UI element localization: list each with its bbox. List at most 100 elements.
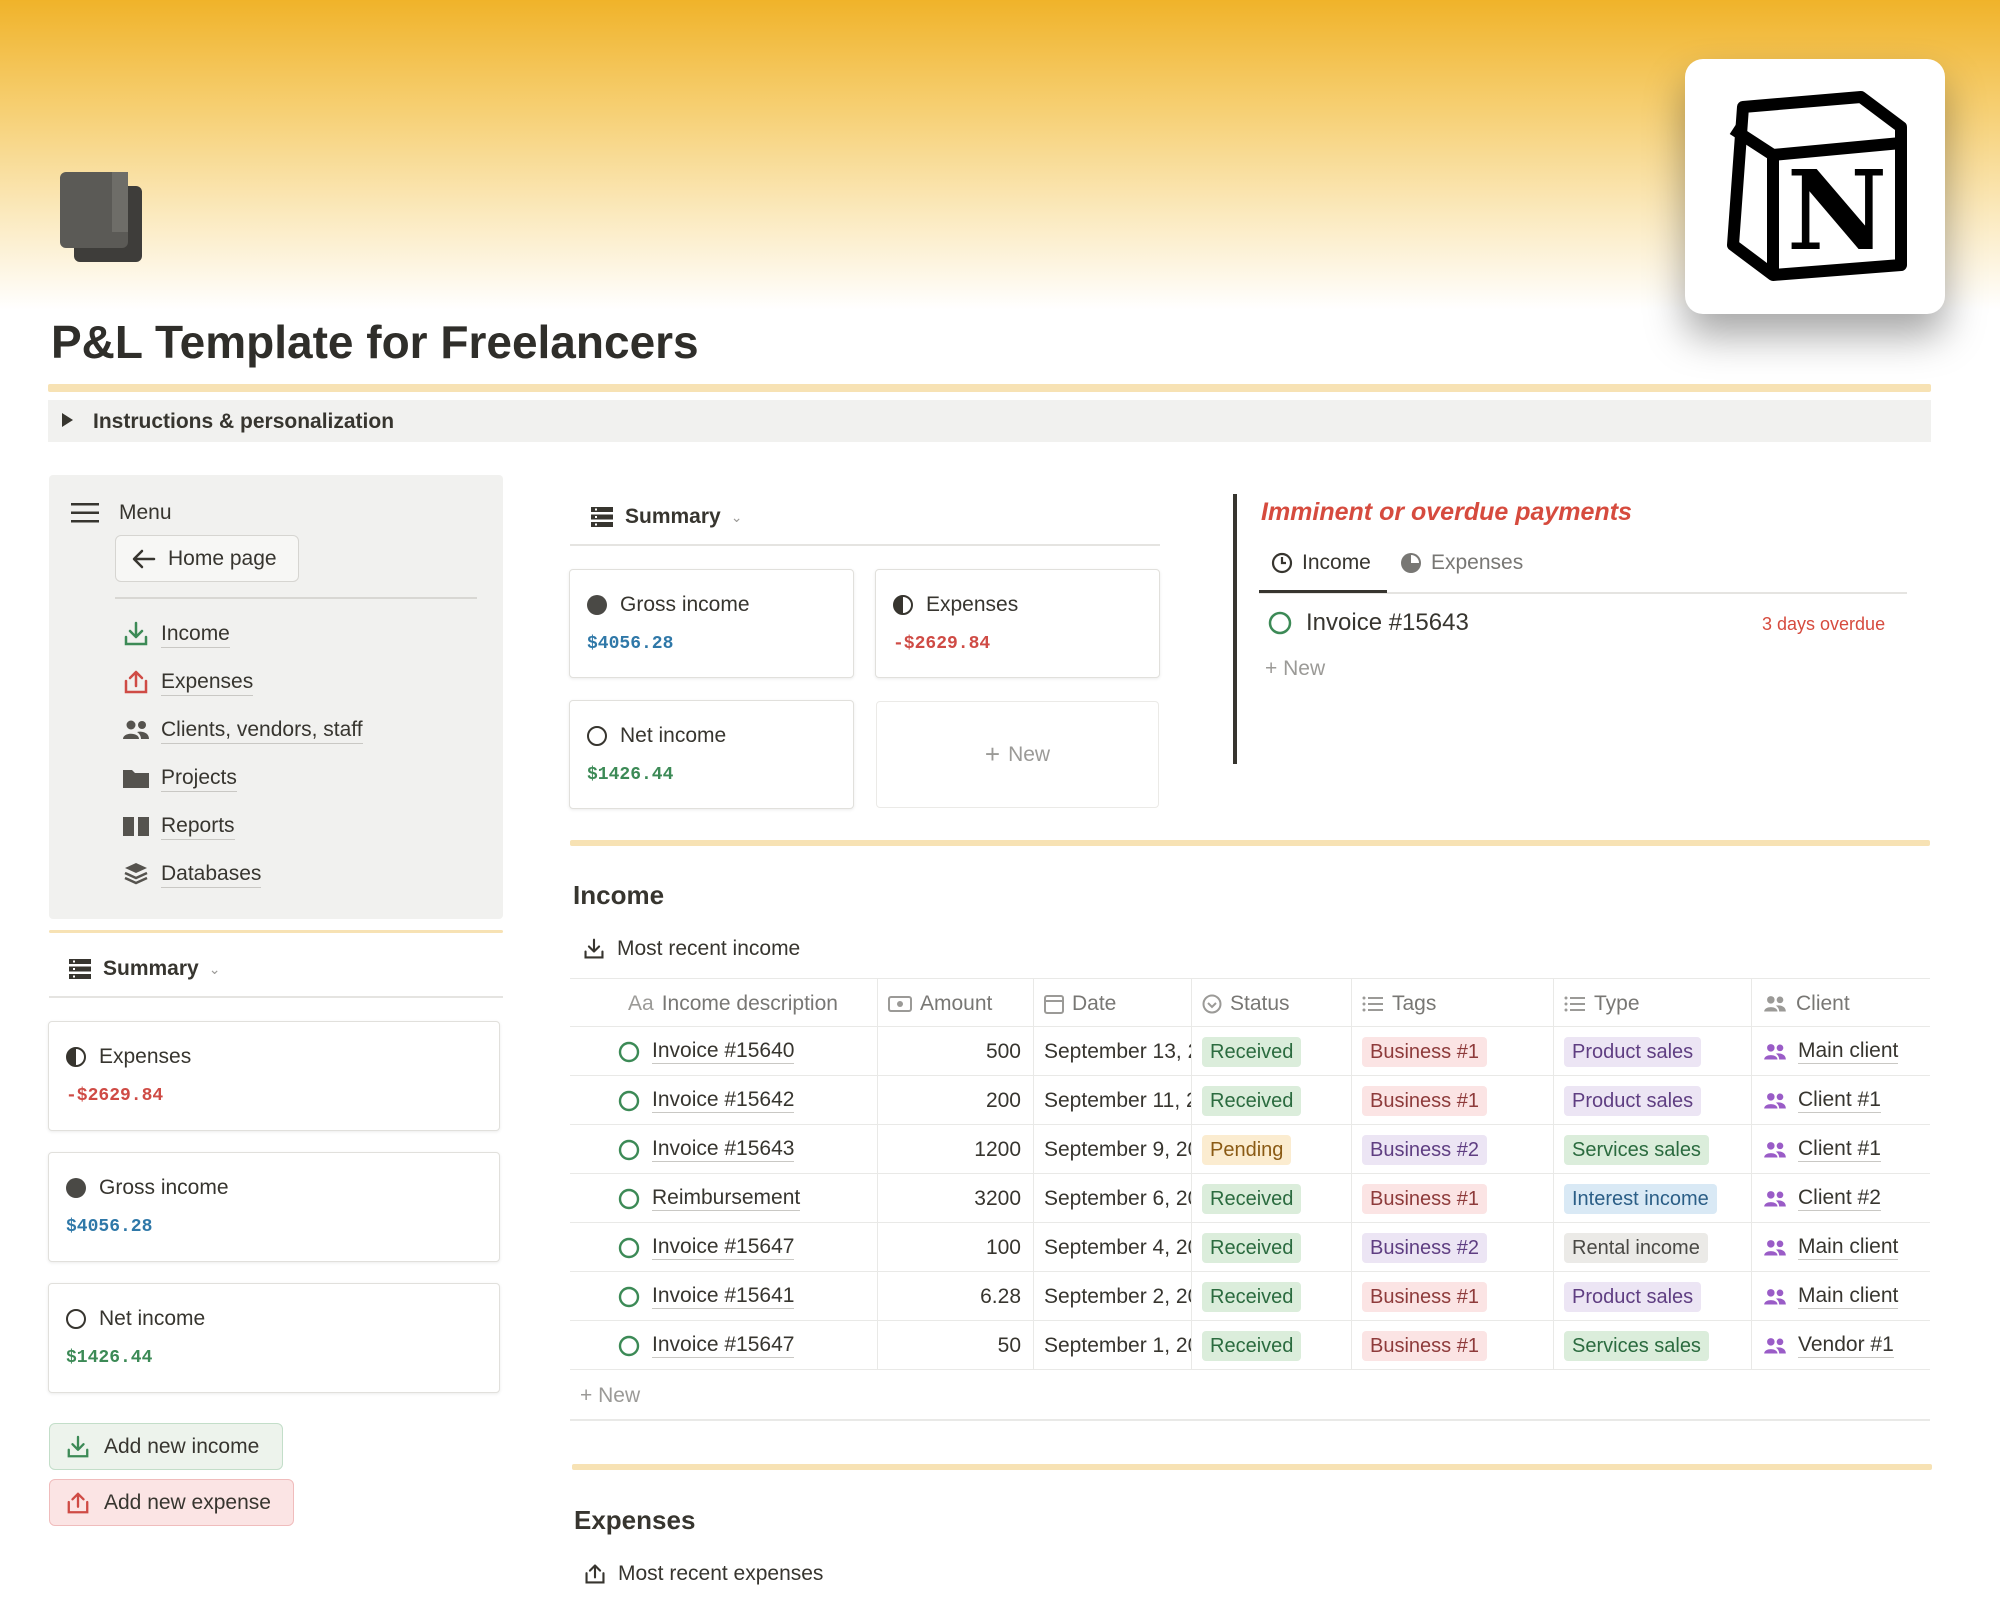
cell-client[interactable]: Vendor #1: [1752, 1321, 1930, 1370]
side-card-net-income[interactable]: Net income $1426.44: [48, 1283, 500, 1393]
cell-description[interactable]: Invoice #15640: [570, 1027, 878, 1076]
menu-item-expenses[interactable]: Expenses: [121, 665, 254, 699]
side-card-gross-income[interactable]: Gross income $4056.28: [48, 1152, 500, 1262]
table-row[interactable]: Invoice #15640 500 September 13, 2023 Recei…: [570, 1027, 1930, 1076]
cell-type[interactable]: Product sales: [1554, 1076, 1752, 1125]
tab-income[interactable]: Income: [1271, 551, 1371, 575]
cell-description[interactable]: Reimbursement: [570, 1174, 878, 1223]
cell-description[interactable]: Invoice #15647: [570, 1223, 878, 1272]
cell-tags[interactable]: Business #1: [1352, 1076, 1554, 1125]
cell-description[interactable]: Invoice #15647: [570, 1321, 878, 1370]
cell-client[interactable]: Client #1: [1752, 1125, 1930, 1174]
main-summary-view[interactable]: Summary ⌄: [591, 505, 742, 529]
cell-date[interactable]: September 4, 2023: [1034, 1223, 1192, 1272]
table-row[interactable]: Invoice #15647 50 September 1, 2023 Receive…: [570, 1321, 1930, 1370]
cell-status[interactable]: Received: [1192, 1076, 1352, 1125]
cell-date[interactable]: September 9, 2023: [1034, 1125, 1192, 1174]
cell-tags[interactable]: Business #2: [1352, 1223, 1554, 1272]
menu-label: Menu: [119, 501, 172, 524]
table-row[interactable]: Invoice #15647 100 September 4, 2023 Receiv…: [570, 1223, 1930, 1272]
cell-type[interactable]: Product sales: [1554, 1027, 1752, 1076]
cell-tags[interactable]: Business #1: [1352, 1174, 1554, 1223]
cell-date[interactable]: September 6, 2023: [1034, 1174, 1192, 1223]
expenses-view-tab[interactable]: Most recent expenses: [584, 1562, 823, 1586]
new-card-button[interactable]: + New: [876, 701, 1159, 808]
cell-type[interactable]: Services sales: [1554, 1321, 1752, 1370]
cell-tags[interactable]: Business #1: [1352, 1321, 1554, 1370]
income-view-tab[interactable]: Most recent income: [583, 937, 800, 961]
cell-amount[interactable]: 1200: [878, 1125, 1034, 1174]
add-new-expense-button[interactable]: Add new expense: [49, 1479, 294, 1526]
cell-type[interactable]: Product sales: [1554, 1272, 1752, 1321]
cell-type[interactable]: Interest income: [1554, 1174, 1752, 1223]
col-income-description[interactable]: Aa Income description: [570, 979, 878, 1028]
menu-item-reports[interactable]: Reports: [121, 809, 235, 843]
people-icon: [1764, 1092, 1786, 1108]
menu-item-databases[interactable]: Databases: [121, 857, 262, 891]
cell-date[interactable]: September 2, 2023: [1034, 1272, 1192, 1321]
main-card-expenses[interactable]: Expenses -$2629.84: [875, 569, 1160, 678]
col-date[interactable]: Date: [1034, 979, 1192, 1028]
cell-status[interactable]: Received: [1192, 1321, 1352, 1370]
amount-text: 200: [985, 1088, 1021, 1112]
col-amount[interactable]: Amount: [878, 979, 1034, 1028]
table-row[interactable]: Invoice #15641 6.28 September 2, 2023 Recei…: [570, 1272, 1930, 1321]
cell-date[interactable]: September 11, 2023: [1034, 1076, 1192, 1125]
cell-amount[interactable]: 3200: [878, 1174, 1034, 1223]
table-row[interactable]: Invoice #15642 200 September 11, 2023 Recei…: [570, 1076, 1930, 1125]
menu-item-clients[interactable]: Clients, vendors, staff: [121, 713, 363, 747]
table-row[interactable]: Invoice #15643 1200 September 9, 2023 Pendi…: [570, 1125, 1930, 1174]
side-card-expenses[interactable]: Expenses -$2629.84: [48, 1021, 500, 1131]
col-client[interactable]: Client: [1752, 979, 1930, 1028]
cell-client[interactable]: Main client: [1752, 1272, 1930, 1321]
status-circle-icon: [618, 1188, 640, 1209]
page-cover: [0, 0, 2000, 310]
cell-client[interactable]: Client #2: [1752, 1174, 1930, 1223]
cell-type[interactable]: Rental income: [1554, 1223, 1752, 1272]
main-card-gross-income[interactable]: Gross income $4056.28: [569, 569, 854, 678]
cell-description[interactable]: Invoice #15641: [570, 1272, 878, 1321]
cell-date[interactable]: September 1, 2023: [1034, 1321, 1192, 1370]
upload-icon: [121, 667, 151, 697]
cell-client[interactable]: Client #1: [1752, 1076, 1930, 1125]
cell-tags[interactable]: Business #2: [1352, 1125, 1554, 1174]
cell-status[interactable]: Received: [1192, 1174, 1352, 1223]
menu-item-income[interactable]: Income: [121, 617, 230, 651]
menu-item-projects[interactable]: Projects: [121, 761, 237, 795]
summary-label: Summary: [625, 505, 721, 528]
cell-status[interactable]: Received: [1192, 1272, 1352, 1321]
overdue-item[interactable]: Invoice #15643: [1268, 609, 1469, 637]
cell-tags[interactable]: Business #1: [1352, 1272, 1554, 1321]
cell-tags[interactable]: Business #1: [1352, 1027, 1554, 1076]
home-page-button[interactable]: Home page: [115, 535, 299, 582]
sidebar-summary-view[interactable]: Summary ⌄: [69, 957, 220, 981]
cell-client[interactable]: Main client: [1752, 1027, 1930, 1076]
cell-amount[interactable]: 500: [878, 1027, 1034, 1076]
sidebar-divider: [49, 930, 503, 933]
table-header: Aa Income description Amount Date Status…: [570, 978, 1930, 1028]
table-new-row-button[interactable]: + New: [580, 1384, 640, 1408]
add-new-income-button[interactable]: Add new income: [49, 1423, 283, 1470]
cell-description[interactable]: Invoice #15642: [570, 1076, 878, 1125]
col-tags[interactable]: Tags: [1352, 979, 1554, 1028]
tab-expenses[interactable]: Expenses: [1400, 551, 1523, 575]
cell-amount[interactable]: 6.28: [878, 1272, 1034, 1321]
cell-status[interactable]: Pending: [1192, 1125, 1352, 1174]
document-stack-icon[interactable]: [60, 172, 146, 264]
cell-date[interactable]: September 13, 2023: [1034, 1027, 1192, 1076]
column-label: Income description: [661, 991, 838, 1015]
cell-amount[interactable]: 100: [878, 1223, 1034, 1272]
main-card-net-income[interactable]: Net income $1426.44: [569, 700, 854, 809]
cell-description[interactable]: Invoice #15643: [570, 1125, 878, 1174]
table-row[interactable]: Reimbursement 3200 September 6, 2023 Receiv…: [570, 1174, 1930, 1223]
col-type[interactable]: Type: [1554, 979, 1752, 1028]
col-status[interactable]: Status: [1192, 979, 1352, 1028]
instructions-toggle[interactable]: Instructions & personalization: [48, 400, 1931, 442]
cell-status[interactable]: Received: [1192, 1223, 1352, 1272]
cell-type[interactable]: Services sales: [1554, 1125, 1752, 1174]
overdue-new-button[interactable]: + New: [1265, 657, 1325, 681]
cell-status[interactable]: Received: [1192, 1027, 1352, 1076]
cell-amount[interactable]: 200: [878, 1076, 1034, 1125]
cell-client[interactable]: Main client: [1752, 1223, 1930, 1272]
cell-amount[interactable]: 50: [878, 1321, 1034, 1370]
